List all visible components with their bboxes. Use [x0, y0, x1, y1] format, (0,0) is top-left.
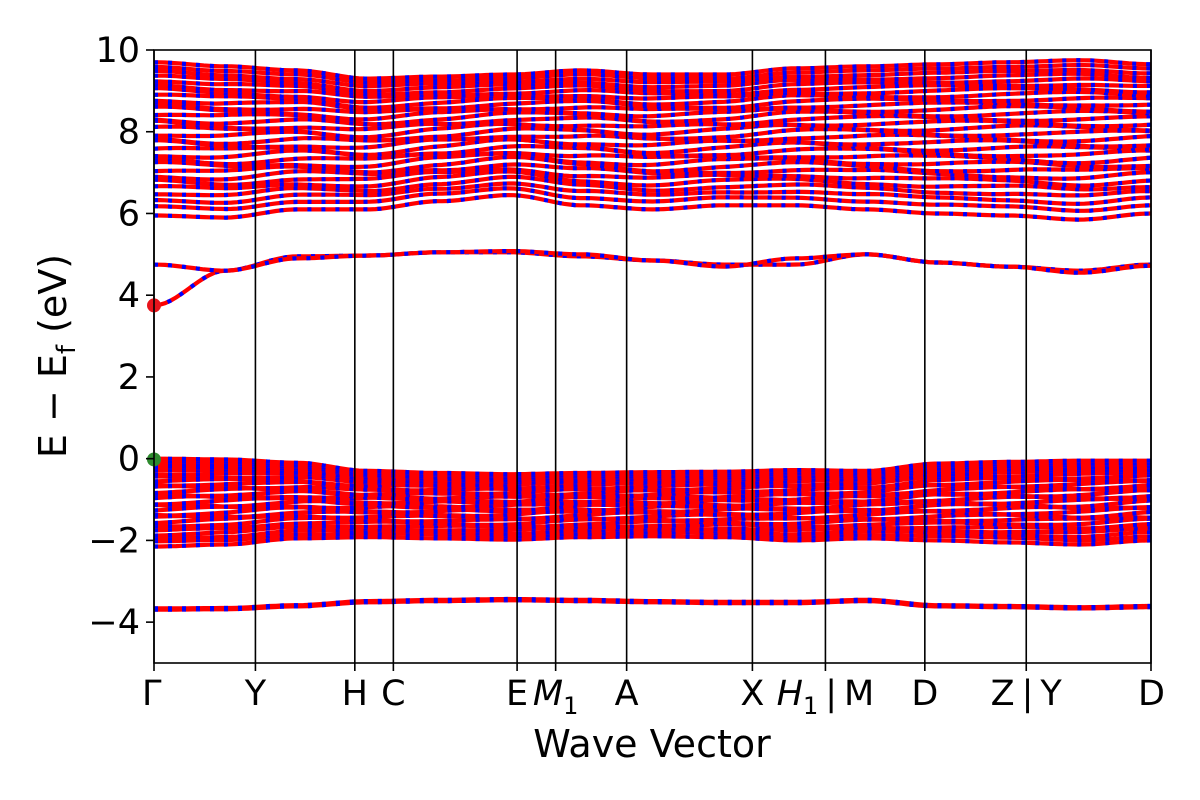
conduction-high-band-39 — [154, 174, 1151, 198]
x-tick-label-7-main: X — [740, 674, 764, 714]
conduction-high-band-63 — [154, 67, 1151, 89]
valence-band-28 — [154, 467, 1151, 485]
x-tick-label-3: C — [381, 674, 405, 714]
x-tick-label-6-main: A — [615, 674, 639, 714]
y-axis-label: E − Ef (eV) — [31, 254, 82, 458]
x-tick-label-3-main: C — [381, 674, 405, 714]
x-tick-label-9: D — [911, 674, 938, 714]
x-tick-label-0: Γ — [142, 674, 162, 714]
conduction-high-band-41 — [154, 167, 1151, 188]
conduction-high-band-38 — [154, 181, 1151, 206]
valence-band-3 — [154, 530, 1151, 544]
conduction-high-band-36 — [154, 192, 1151, 222]
y-axis-label-subscript: f — [52, 344, 82, 354]
x-tick-label-4-main: E — [506, 674, 528, 714]
x-tick-label-11-main: D — [1138, 674, 1165, 714]
y-tick-label-2: 6 — [118, 194, 140, 234]
x-tick-label-8-suffix: | M — [818, 674, 874, 714]
x-tick-label-10-main: Z | Y — [991, 674, 1063, 714]
conduction-low-band-35 — [154, 249, 1151, 275]
y-axis-label-main: E − E — [31, 354, 75, 458]
x-tick-label-2: H — [342, 674, 368, 714]
plot-frame — [153, 49, 1152, 664]
conduction-high-band-40 — [154, 169, 1151, 192]
bands-layer — [154, 58, 1151, 612]
x-tick-label-0-main: Γ — [142, 674, 162, 714]
y-tick-label-1: 8 — [118, 113, 140, 153]
x-tick-label-9-main: D — [911, 674, 938, 714]
x-tick-label-5-sub: 1 — [563, 692, 578, 720]
valence-band-17 — [154, 493, 1151, 507]
x-tick-label-6: A — [615, 674, 639, 714]
conduction-high-band-61 — [154, 76, 1151, 97]
conduction-high-band-64 — [154, 62, 1151, 85]
x-tick-label-8-main: H — [777, 674, 803, 714]
y-tick-label-5: 0 — [118, 440, 140, 480]
valence-band-6 — [154, 522, 1151, 533]
x-tick-label-8: H1 | M — [777, 674, 875, 720]
x-axis-label: Wave Vector — [533, 722, 771, 766]
x-tick-label-5-main: M — [533, 674, 563, 714]
conduction-high-band-65 — [154, 58, 1151, 81]
conduction-high-band-55 — [154, 104, 1151, 122]
y-tick-label-3: 4 — [118, 276, 140, 316]
y-axis-label-unit: (eV) — [31, 254, 75, 345]
conduction-high-band-58 — [154, 89, 1151, 110]
x-tick-label-7: X — [740, 674, 764, 714]
y-tick-label-7: −4 — [88, 603, 140, 643]
y-axis: 10 8 6 4 2 0 −2 −4 — [88, 31, 154, 643]
conduction-high-band-44 — [154, 151, 1151, 170]
x-tick-label-4: E — [506, 674, 528, 714]
x-tick-label-1-main: Y — [244, 674, 267, 714]
conduction-high-band-62 — [154, 71, 1151, 93]
conduction-high-band-47 — [154, 137, 1151, 157]
conduction-high-band-59 — [154, 86, 1151, 105]
valence-band-33 — [154, 456, 1151, 477]
deep-band-1 — [154, 596, 1151, 611]
x-tick-label-8-sub: 1 — [803, 692, 818, 720]
conduction-high-band-60 — [154, 82, 1151, 99]
x-tick-label-2-main: H — [342, 674, 368, 714]
y-tick-label-6: −2 — [88, 521, 140, 561]
y-tick-label-0: 10 — [95, 31, 140, 71]
valence-band-2 — [154, 534, 1151, 549]
x-tick-label-5: M1 — [533, 674, 578, 720]
conduction-high-band-37 — [154, 186, 1151, 213]
conduction-high-band-51 — [154, 121, 1151, 140]
x-tick-label-10: Z | Y — [991, 674, 1063, 714]
x-tick-label-1: Y — [244, 674, 267, 714]
y-tick-label-4: 2 — [118, 358, 140, 398]
x-tick-label-11: D — [1138, 674, 1165, 714]
conduction-high-band-43 — [154, 154, 1151, 175]
